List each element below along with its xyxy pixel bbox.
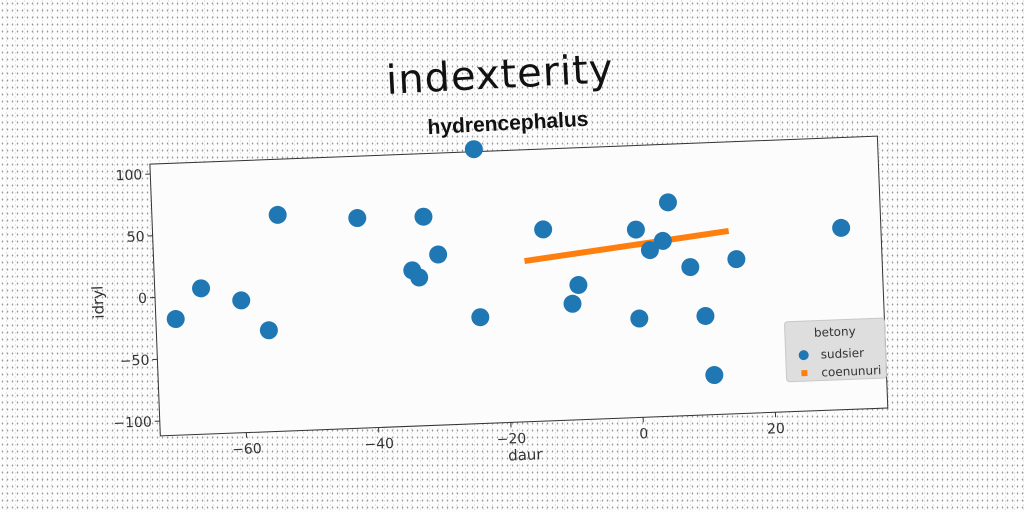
scatter-point [414, 207, 433, 226]
chart-title: indexterity [385, 46, 615, 104]
plot-frame [149, 135, 889, 437]
scatter-point [534, 220, 553, 239]
scatter-point [563, 294, 582, 313]
scatter-point [658, 193, 677, 212]
x-tick-label: 0 [639, 426, 649, 442]
x-tick-label: −60 [232, 441, 262, 458]
scatter-point [832, 218, 851, 237]
scatter-point [410, 268, 429, 287]
x-axis: −60 −40 −20 0 20 [232, 412, 785, 458]
scatter-point [653, 231, 672, 250]
legend-marker-coenunuri [801, 370, 808, 377]
scatter-point [696, 306, 715, 325]
scatter-point [464, 140, 483, 159]
legend-label-sudsier: sudsier [820, 346, 864, 362]
y-tick-label: −50 [120, 353, 150, 370]
x-tick-label: 20 [767, 421, 785, 438]
scatter-point [166, 310, 185, 329]
scatter-point [681, 258, 700, 277]
x-tick-label: −40 [364, 436, 394, 453]
scatter-point [727, 250, 746, 269]
scatter-point [268, 205, 287, 224]
scatter-point [705, 366, 724, 385]
scatter-point [640, 241, 659, 260]
y-tick-label: −100 [113, 414, 152, 431]
series-line-coenunuri [524, 227, 730, 265]
series-layer [166, 140, 851, 385]
scatter-point [429, 245, 448, 264]
scatter-point [259, 321, 278, 340]
legend-marker-sudsier [798, 350, 809, 361]
scatter-point [348, 209, 367, 228]
legend-title: betony [814, 324, 856, 340]
y-axis-label: idryl [89, 285, 108, 319]
scatter-point [569, 275, 588, 294]
scatter-point [192, 279, 211, 298]
legend-box [784, 317, 888, 383]
legend-label-coenunuri: coenunuri [821, 363, 882, 379]
x-axis-label: daur [508, 445, 544, 464]
y-tick-label: 50 [127, 229, 145, 246]
plot-group: −100 −50 0 50 100 −60 −40 −20 0 20 daur idryl be… [89, 135, 889, 465]
scatter-point [630, 309, 649, 328]
y-tick-label: 100 [115, 167, 142, 184]
scatter-point [471, 308, 490, 327]
x-tick-label: −20 [496, 431, 526, 448]
scatter-point [626, 220, 645, 239]
legend[interactable]: betony sudsier coenunuri [784, 317, 888, 383]
y-tick-label: 0 [138, 291, 148, 307]
y-axis: −100 −50 0 50 100 [113, 167, 160, 432]
chart-subtitle: hydrencephalus [427, 108, 589, 139]
scatter-point [232, 291, 251, 310]
